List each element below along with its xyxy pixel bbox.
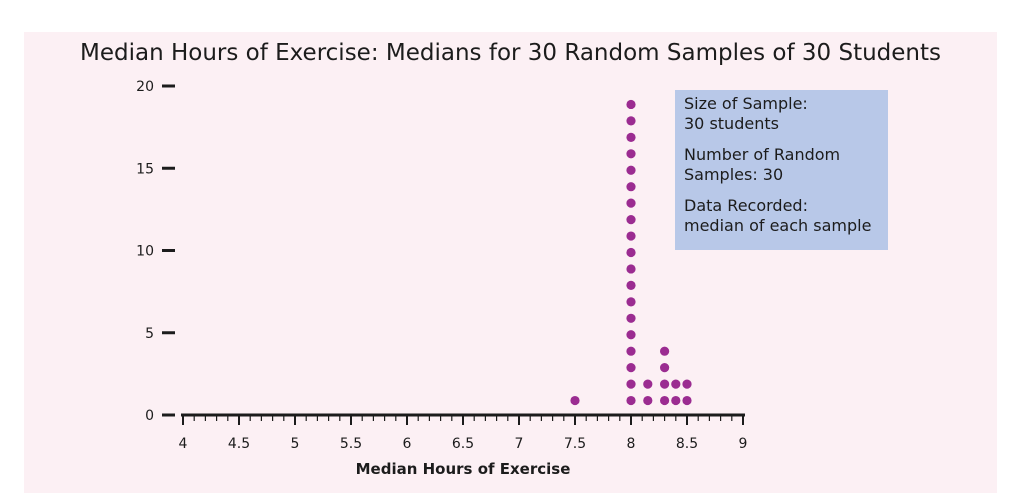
- data-dot: [626, 198, 636, 208]
- data-dot: [626, 149, 636, 159]
- data-dot: [626, 99, 636, 110]
- x-tick-label: 6: [403, 436, 412, 452]
- info-data-recorded-value: median of each sample: [684, 216, 872, 235]
- data-dot: [626, 116, 636, 126]
- data-dot: [660, 363, 670, 373]
- x-tick-label: 4.5: [228, 436, 250, 452]
- data-dot: [643, 395, 653, 406]
- data-dot: [626, 182, 636, 192]
- data-dot: [626, 297, 636, 307]
- data-dot: [682, 379, 692, 389]
- data-dot: [660, 379, 670, 389]
- x-tick-label: 9: [739, 436, 748, 452]
- x-tick-label: 6.5: [452, 436, 474, 452]
- x-tick-label: 5.5: [340, 436, 362, 452]
- data-dot: [660, 395, 670, 406]
- info-data-recorded-label: Data Recorded:: [684, 196, 808, 215]
- data-dot: [626, 379, 636, 389]
- info-num-samples-value: Samples: 30: [684, 165, 784, 184]
- data-dot: [682, 395, 692, 406]
- data-dot: [626, 395, 636, 406]
- data-dot: [626, 215, 636, 225]
- y-tick-label: 0: [145, 408, 154, 424]
- data-dot: [626, 264, 636, 274]
- x-tick-label: 8.5: [676, 436, 698, 452]
- data-dot: [660, 346, 670, 356]
- data-dot: [626, 363, 636, 373]
- info-num-samples-label: Number of Random: [684, 145, 841, 164]
- data-dot: [626, 330, 636, 340]
- data-dot: [626, 165, 636, 175]
- info-sample-size-label: Size of Sample:: [684, 94, 808, 113]
- y-tick-label: 10: [136, 244, 154, 260]
- data-dot: [570, 395, 580, 406]
- info-box: Size of Sample: 30 students Number of Ra…: [675, 90, 888, 250]
- data-dot: [626, 247, 636, 258]
- x-tick-label: 5: [291, 436, 300, 452]
- x-tick-label: 8: [627, 436, 636, 452]
- data-dot: [626, 132, 636, 142]
- data-dot: [643, 379, 653, 389]
- data-dot: [626, 280, 636, 290]
- data-dot: [626, 231, 636, 241]
- x-tick-label: 7: [515, 436, 524, 452]
- x-tick-label: 4: [179, 436, 188, 452]
- x-tick-label: 7.5: [564, 436, 586, 452]
- axes: 4 4.5 5 5.5 6 6.5 7 7.5 8 8.5 9 0 5 10 15 20: [136, 79, 747, 452]
- x-axis-label: Median Hours of Exercise: [356, 460, 571, 478]
- y-tick-label: 20: [136, 79, 154, 95]
- info-sample-size-value: 30 students: [684, 114, 779, 133]
- chart-title: Median Hours of Exercise: Medians for 30…: [79, 40, 942, 66]
- data-dots: [570, 99, 692, 406]
- y-tick-label: 15: [136, 161, 154, 177]
- data-dot: [626, 346, 636, 356]
- data-dot: [671, 395, 681, 406]
- y-tick-label: 5: [145, 326, 154, 342]
- data-dot: [626, 313, 636, 323]
- data-dot: [671, 379, 681, 389]
